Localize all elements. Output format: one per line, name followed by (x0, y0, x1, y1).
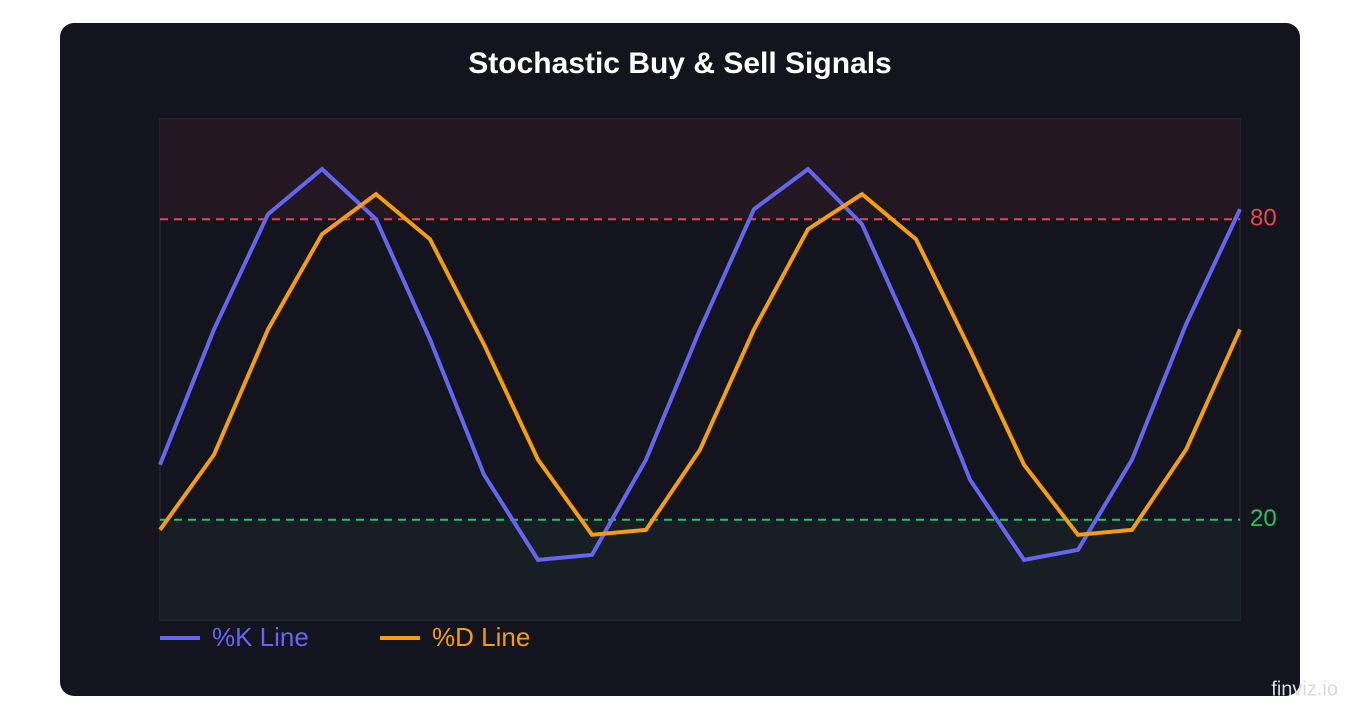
threshold-label: 80 (1250, 205, 1277, 232)
chart-title: Stochastic Buy & Sell Signals (468, 47, 891, 80)
legend-label: %D Line (432, 622, 530, 652)
series-line (158, 166, 1242, 563)
series-line (158, 191, 1242, 537)
legend-label: %K Line (212, 622, 309, 652)
overbought-zone (160, 119, 1240, 220)
watermark: finviz.io (1271, 678, 1338, 700)
oversold-zone (160, 519, 1240, 620)
threshold-label: 20 (1250, 505, 1277, 532)
